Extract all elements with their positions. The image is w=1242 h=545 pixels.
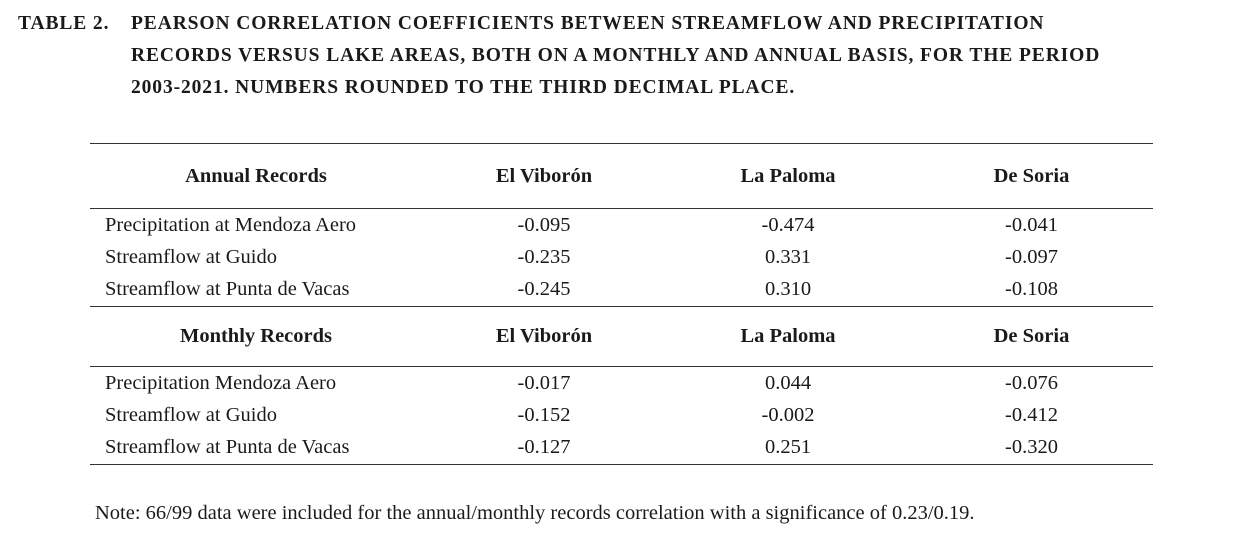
data-row: Streamflow at Punta de Vacas -0.245 0.310-… [90,273,1153,307]
value-cell: -0.076 [1005,371,1058,394]
data-row: Precipitation Mendoza Aero -0.017 0.044 -0.… [90,366,1153,399]
row-label: Streamflow at Guido [105,245,277,268]
caption-line: RECORDS VERSUS LAKE AREAS, BOTH ON A MON… [131,45,1101,66]
data-row: Streamflow at Guido -0.152 -0.002 -0.412 [90,399,1153,431]
header-cell: La Paloma [666,306,910,367]
header-cell: Monthly Records [90,306,422,367]
value-cell: -0.017 [517,371,571,394]
value-cell: -0.002 [761,403,815,426]
data-row: Streamflow at Punta de Vacas -0.127 0.251-… [90,431,1153,465]
value-cell: -0.245 [422,273,666,307]
value-cell: -0.152 [517,403,571,426]
value-cell: -0.097 [1005,245,1058,268]
header-cell: De Soria [910,143,1153,209]
value-cell: 0.310 [666,273,910,307]
value-cell: 0.331 [764,245,812,268]
caption-line: 2003-2021. NUMBERS ROUNDED TO THE THIRD … [131,77,796,98]
value-cell: -0.320 [910,431,1153,465]
row-label: Precipitation at Mendoza Aero [105,213,357,236]
row-label: Streamflow at Guido [105,403,277,426]
value-cell: -0.041 [1005,213,1058,236]
table-caption: TABLE 2. PEARSON CORRELATION COEFFICIENT… [18,8,1100,104]
value-cell: -0.108 [910,273,1153,307]
table-note: Note: 66/99 data were included for the a… [95,502,975,524]
row-label: Streamflow at Punta de Vacas [90,273,422,307]
value-cell: -0.235 [517,245,571,268]
caption-label: TABLE 2. [18,13,110,34]
value-cell: 0.251 [666,431,910,465]
header-cell: El Viborón [422,306,666,367]
header-cell: De Soria [910,306,1153,367]
data-row: Precipitation at Mendoza Aero -0.095 -0.47… [90,209,1153,242]
value-cell: -0.095 [517,213,571,236]
value-cell: -0.127 [422,431,666,465]
header-cell: La Paloma [666,143,910,209]
header-cell: El Viborón [422,143,666,209]
row-label: Streamflow at Punta de Vacas [90,431,422,465]
row-label: Precipitation Mendoza Aero [105,371,337,394]
table-body: Annual Records El Viborón La Paloma De Sori… [90,143,1153,465]
caption-line: PEARSON CORRELATION COEFFICIENTS BETWEEN… [131,13,1045,34]
correlation-table: Annual Records El Viborón La Paloma De Sori… [90,143,1153,465]
value-cell: -0.474 [761,213,815,236]
header-row: Annual Records El Viborón La Paloma De Sori… [90,143,1153,209]
value-cell: 0.044 [764,371,812,394]
data-row: Streamflow at Guido -0.235 0.331 -0.097 [90,241,1153,273]
header-row: Monthly Records El Viborón La Paloma De Sor… [90,306,1153,367]
header-cell: Annual Records [90,143,422,209]
value-cell: -0.412 [1005,403,1058,426]
